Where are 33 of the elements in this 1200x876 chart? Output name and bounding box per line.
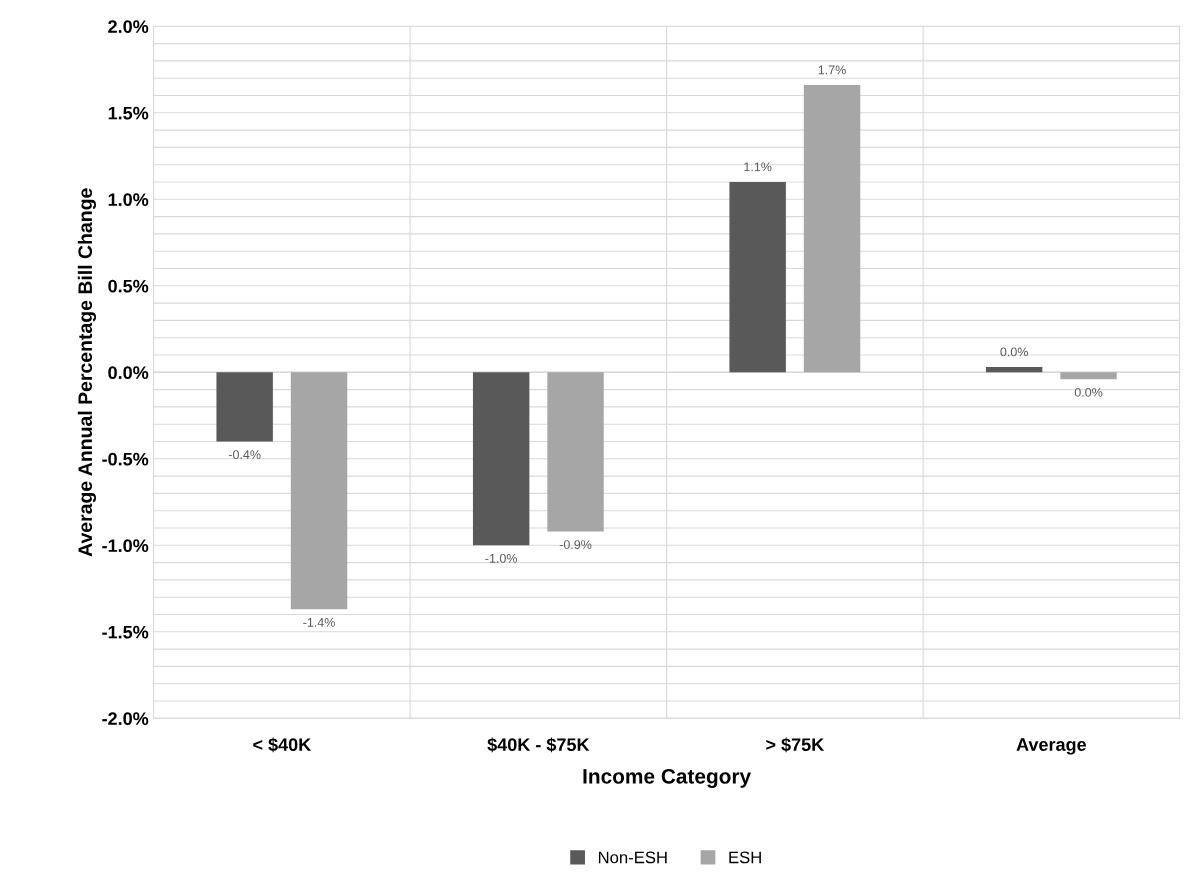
y-tick-label: 2.0% — [108, 20, 149, 33]
y-tick-label: -2.0% — [102, 712, 149, 726]
data-label: 1.7% — [818, 65, 846, 75]
data-label: 0.0% — [1000, 347, 1028, 357]
bar — [803, 85, 861, 373]
legend-label: Non-ESH — [598, 851, 667, 864]
data-label: 0.0% — [1074, 387, 1103, 397]
data-label: -0.4% — [228, 450, 261, 460]
bar — [985, 367, 1043, 373]
y-tick-label: -1.5% — [102, 625, 149, 639]
bar — [1060, 372, 1117, 380]
bar — [472, 372, 530, 546]
y-tick-label: 0.5% — [108, 279, 149, 293]
x-axis-title: Income Category — [583, 768, 752, 788]
y-axis-title: Average Annual Percentage Bill Change — [77, 188, 97, 557]
legend-label: ESH — [729, 851, 761, 864]
bar — [216, 372, 273, 442]
data-label: -1.0% — [485, 553, 518, 563]
y-tick-label: 0.0% — [108, 366, 149, 380]
bar — [547, 372, 604, 532]
x-tick-label: > $75K — [766, 737, 825, 753]
y-tick-label: 1.0% — [108, 193, 149, 207]
data-label: 1.1% — [744, 162, 772, 172]
x-tick-label: $40K - $75K — [487, 737, 590, 753]
data-label: -0.9% — [559, 540, 592, 549]
bar — [290, 372, 348, 610]
bar — [729, 181, 786, 373]
y-tick-label: 1.5% — [108, 106, 149, 120]
x-tick-label: < $40K — [253, 737, 312, 753]
x-tick-label: Average — [1016, 738, 1087, 755]
y-tick-label: -1.0% — [102, 539, 149, 553]
data-label: -1.4% — [303, 618, 335, 627]
y-tick-label: -0.5% — [102, 452, 149, 466]
